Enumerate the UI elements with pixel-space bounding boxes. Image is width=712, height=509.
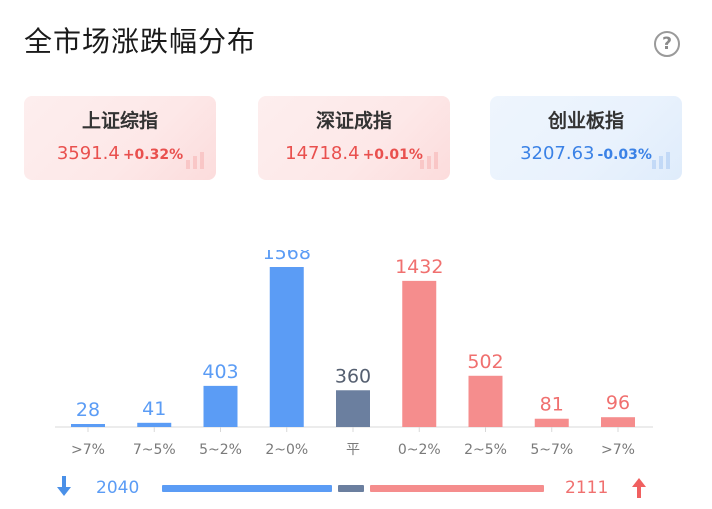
category-label: 7~5%: [133, 442, 176, 458]
distribution-chart: 28 >7% 41 7~5% 403 5~2% 1568 2~0% 360 平 1432 0~2% 50…: [55, 250, 653, 458]
value-label: 403: [202, 361, 238, 383]
chart-decoration-icon: [652, 152, 670, 169]
help-icon[interactable]: ?: [654, 31, 680, 57]
bar-0[interactable]: [71, 424, 105, 427]
value-label: 41: [142, 398, 166, 420]
up-count: 2111: [565, 478, 609, 498]
page-title: 全市场涨跌幅分布: [24, 25, 257, 58]
index-change: -0.03%: [597, 147, 652, 163]
arrow-down-icon: [57, 476, 71, 496]
value-label: 1432: [395, 256, 443, 278]
index-value: 14718.4: [285, 143, 360, 164]
index-name: 深证成指: [315, 110, 392, 132]
bar-5[interactable]: [402, 280, 437, 427]
value-label: 502: [467, 351, 503, 373]
index-card-szse[interactable]: 深证成指 14718.4 +0.01%: [258, 96, 450, 180]
category-label: 平: [346, 442, 360, 458]
bar-1[interactable]: [137, 422, 172, 427]
bar-4[interactable]: [336, 390, 370, 427]
down-bar: [162, 485, 332, 492]
arrow-up-icon: [632, 478, 646, 498]
index-change: +0.32%: [122, 147, 184, 163]
index-name: 创业板指: [547, 110, 624, 132]
bar-7[interactable]: [534, 418, 569, 427]
chart-decoration-icon: [420, 152, 438, 169]
value-label: 1568: [263, 250, 311, 264]
chart-decoration-icon: [186, 152, 204, 169]
value-label: 360: [335, 365, 371, 387]
category-label: 0~2%: [398, 442, 441, 458]
category-label: 5~2%: [199, 442, 242, 458]
index-card-chinext[interactable]: 创业板指 3207.63 -0.03%: [490, 96, 682, 180]
index-value: 3207.63: [520, 143, 595, 164]
index-change: +0.01%: [362, 147, 423, 163]
category-label: 5~7%: [530, 442, 573, 458]
bar-2[interactable]: [203, 385, 238, 427]
category-label: >7%: [601, 442, 635, 458]
category-label: 2~0%: [265, 442, 308, 458]
value-label: 81: [540, 394, 564, 416]
value-label: 96: [606, 392, 630, 414]
bar-6[interactable]: [468, 375, 503, 427]
down-count: 2040: [96, 478, 140, 498]
value-label: 28: [76, 399, 100, 421]
index-card-sse[interactable]: 上证综指 3591.4 +0.32%: [24, 96, 216, 180]
index-value: 3591.4: [56, 143, 120, 164]
category-label: 2~5%: [464, 442, 507, 458]
category-label: >7%: [71, 442, 105, 458]
bar-3[interactable]: [269, 267, 304, 427]
bar-8[interactable]: [601, 417, 635, 427]
up-bar: [370, 485, 544, 492]
flat-bar: [338, 485, 364, 492]
index-name: 上证综指: [81, 110, 158, 132]
